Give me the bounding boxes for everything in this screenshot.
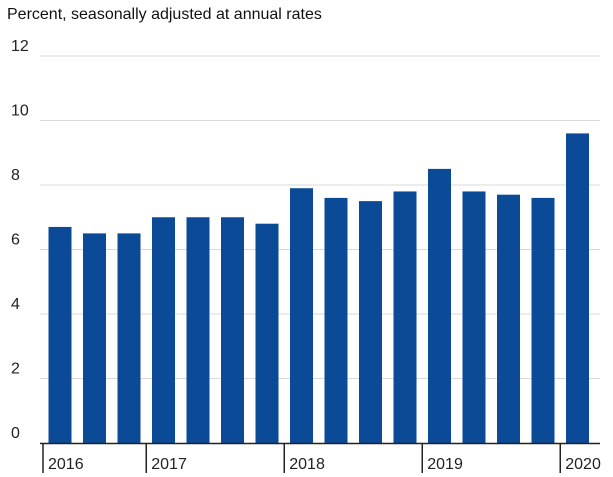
- bar: [221, 217, 244, 443]
- bar: [393, 191, 417, 443]
- bar: [290, 188, 313, 443]
- bar: [497, 194, 520, 443]
- bar: [152, 217, 175, 443]
- chart-subtitle: Percent, seasonally adjusted at annual r…: [7, 6, 322, 23]
- y-tick-label: 10: [11, 103, 29, 120]
- bar: [324, 197, 348, 443]
- bar: [359, 201, 382, 443]
- bar: [566, 133, 589, 443]
- x-tick-label: 2016: [48, 456, 84, 473]
- x-tick-label: 2017: [151, 456, 187, 473]
- bar: [48, 226, 72, 443]
- y-tick-label: 12: [11, 38, 29, 55]
- x-tick-label: 2018: [289, 456, 325, 473]
- y-tick-label: 6: [11, 232, 20, 249]
- bar: [186, 217, 210, 443]
- bar: [117, 233, 141, 443]
- y-tick-label: 2: [11, 361, 20, 378]
- bar: [255, 223, 279, 443]
- y-tick-label: 4: [11, 296, 20, 313]
- y-tick-label: 8: [11, 167, 20, 184]
- x-tick-label: 2019: [427, 456, 463, 473]
- bar: [462, 191, 486, 443]
- bar: [428, 168, 451, 443]
- bar: [531, 197, 555, 443]
- bar: [83, 233, 106, 443]
- y-tick-label: 0: [11, 425, 20, 442]
- x-tick-label: 2020: [565, 456, 601, 473]
